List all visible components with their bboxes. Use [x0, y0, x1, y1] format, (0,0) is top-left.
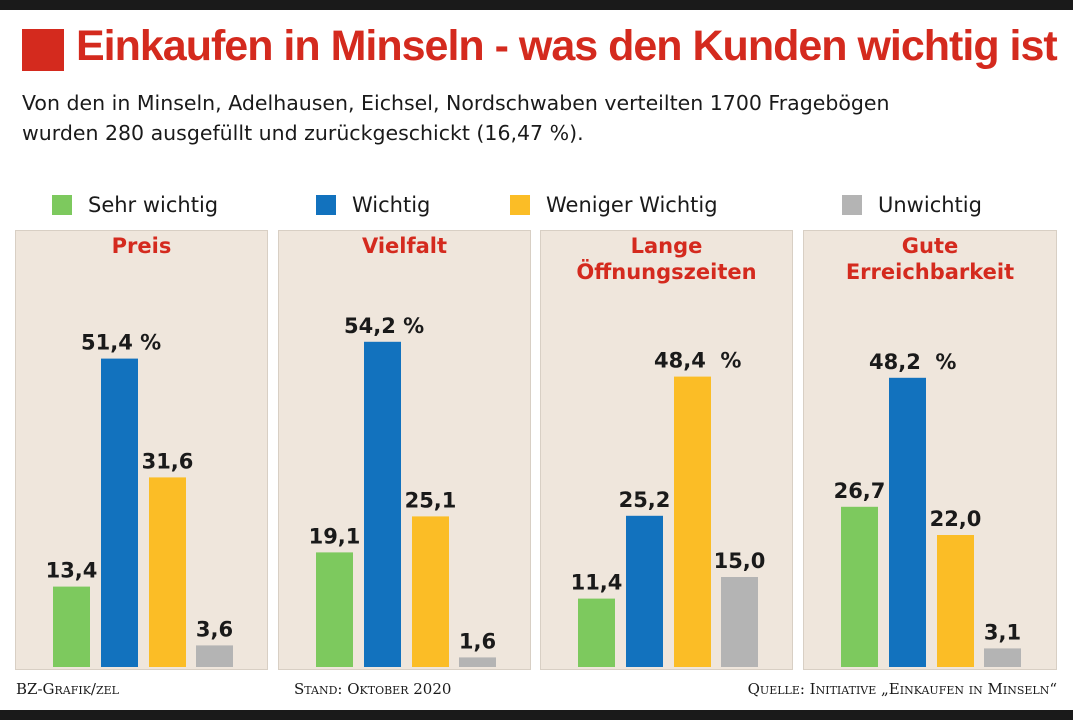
chart-panel-oeffnungszeiten: 11,4 25,2 48,4 % 15,0 Lange Öffnungszeiten [540, 230, 793, 670]
top-rule [0, 0, 1073, 10]
legend-label-wichtig: Wichtig [352, 193, 431, 217]
data-label-weniger-wichtig: 31,6 [142, 449, 194, 473]
subtitle-line-1: Von den in Minseln, Adelhausen, Eichsel,… [22, 91, 890, 115]
bar-sehr-wichtig [578, 598, 615, 667]
data-label-unwichtig: 15,0 [714, 549, 766, 573]
legend-label-sehr-wichtig: Sehr wichtig [88, 193, 219, 217]
legend: Sehr wichtig Wichtig Weniger Wichtig Unw… [0, 188, 1073, 222]
panel-title-vielfalt: Vielfalt [278, 233, 531, 259]
panel-title-line: Öffnungszeiten [576, 260, 757, 284]
data-label-sehr-wichtig: 19,1 [309, 524, 361, 548]
data-label-wichtig: 48,2 % [869, 350, 956, 374]
title-marker-square [22, 29, 64, 71]
bottom-rule [0, 710, 1073, 720]
panel-title-line: Erreichbarkeit [845, 260, 1015, 284]
legend-swatch-weniger-wichtig [510, 195, 530, 215]
bar-wichtig [889, 377, 926, 667]
bar-chart-erreichbarkeit: 26,7 48,2 % 22,0 3,1 [803, 230, 1057, 670]
bar-unwichtig [721, 577, 758, 667]
panel-title-preis: Preis [15, 233, 268, 259]
data-label-sehr-wichtig: 26,7 [834, 479, 886, 503]
data-label-weniger-wichtig: 22,0 [930, 507, 982, 531]
legend-item-sehr-wichtig: Sehr wichtig [52, 188, 218, 222]
chart-panel-preis: 13,4 51,4 % 31,6 3,6 Preis [15, 230, 268, 670]
bar-unwichtig [196, 645, 233, 667]
bar-sehr-wichtig [841, 506, 878, 667]
subtitle-line-2: wurden 280 ausgefüllt und zurückgeschick… [22, 121, 584, 145]
legend-label-unwichtig: Unwichtig [878, 193, 982, 217]
data-label-unwichtig: 1,6 [459, 629, 496, 653]
legend-swatch-unwichtig [842, 195, 862, 215]
data-label-sehr-wichtig: 13,4 [46, 559, 98, 583]
footer-credit: BZ-Grafik/zel [16, 680, 119, 698]
bar-weniger-wichtig [149, 477, 186, 667]
bar-wichtig [626, 515, 663, 667]
panel-title-oeffnungszeiten: Lange Öffnungszeiten [540, 233, 793, 285]
legend-item-wichtig: Wichtig [316, 188, 430, 222]
bar-sehr-wichtig [316, 552, 353, 667]
panel-title-line: Preis [111, 234, 172, 258]
legend-item-unwichtig: Unwichtig [842, 188, 982, 222]
bar-weniger-wichtig [937, 535, 974, 667]
chart-panel-vielfalt: 19,1 54,2 % 25,1 1,6 Vielfalt [278, 230, 531, 670]
data-label-wichtig: 54,2 % [344, 314, 424, 338]
data-label-weniger-wichtig: 25,1 [405, 488, 457, 512]
data-label-weniger-wichtig: 48,4 % [654, 349, 741, 373]
bar-chart-preis: 13,4 51,4 % 31,6 3,6 [15, 230, 268, 670]
panel-title-line: Gute [901, 234, 959, 258]
data-label-wichtig: 25,2 [619, 488, 671, 512]
footer-date: Stand: Oktober 2020 [294, 680, 452, 698]
legend-swatch-wichtig [316, 195, 336, 215]
data-label-sehr-wichtig: 11,4 [571, 571, 623, 595]
bar-chart-oeffnungszeiten: 11,4 25,2 48,4 % 15,0 [540, 230, 793, 670]
bar-chart-vielfalt: 19,1 54,2 % 25,1 1,6 [278, 230, 531, 670]
legend-item-weniger-wichtig: Weniger Wichtig [510, 188, 718, 222]
bar-wichtig [364, 341, 401, 667]
panel-title-line: Lange [630, 234, 703, 258]
bar-weniger-wichtig [412, 516, 449, 667]
bar-sehr-wichtig [53, 586, 90, 667]
data-label-wichtig: 51,4 % [81, 331, 161, 355]
panel-title-erreichbarkeit: Gute Erreichbarkeit [803, 233, 1057, 285]
bar-wichtig [101, 358, 138, 667]
panel-title-line: Vielfalt [361, 234, 448, 258]
data-label-unwichtig: 3,6 [196, 617, 233, 641]
data-label-unwichtig: 3,1 [984, 620, 1021, 644]
legend-swatch-sehr-wichtig [52, 195, 72, 215]
subtitle: Von den in Minseln, Adelhausen, Eichsel,… [22, 88, 1067, 148]
page-title: Einkaufen in Minseln - was den Kunden wi… [76, 22, 1058, 70]
footer-source: Quelle: Initiative „Einkaufen in Minseln… [747, 680, 1057, 698]
bar-weniger-wichtig [674, 376, 711, 667]
bar-unwichtig [984, 648, 1021, 667]
legend-label-weniger-wichtig: Weniger Wichtig [546, 193, 718, 217]
bar-unwichtig [459, 657, 496, 667]
chart-panel-erreichbarkeit: 26,7 48,2 % 22,0 3,1 Gute Erreichbarkeit [803, 230, 1057, 670]
